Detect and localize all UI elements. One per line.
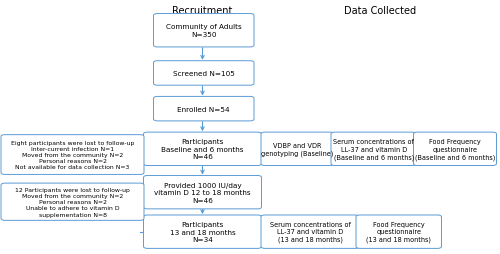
FancyBboxPatch shape: [261, 215, 359, 248]
Text: Serum concentrations of
LL-37 and vitamin D
(13 and 18 months): Serum concentrations of LL-37 and vitami…: [270, 221, 350, 243]
Text: Provided 1000 IU/day
vitamin D 12 to 18 months
N=46: Provided 1000 IU/day vitamin D 12 to 18 …: [154, 182, 251, 203]
FancyBboxPatch shape: [1, 135, 144, 175]
Text: Participants
Baseline and 6 months
N=46: Participants Baseline and 6 months N=46: [161, 139, 244, 160]
Text: Data Collected: Data Collected: [344, 6, 416, 16]
Text: Enrolled N=54: Enrolled N=54: [178, 106, 230, 112]
FancyBboxPatch shape: [261, 133, 334, 166]
Text: Serum concentrations of
LL-37 and vitamin D
(Baseline and 6 months): Serum concentrations of LL-37 and vitami…: [334, 138, 414, 160]
FancyBboxPatch shape: [1, 183, 144, 220]
FancyBboxPatch shape: [144, 133, 262, 166]
FancyBboxPatch shape: [144, 176, 262, 209]
Text: Screened N=105: Screened N=105: [173, 71, 234, 77]
Text: Community of Adults
N=350: Community of Adults N=350: [166, 24, 242, 38]
FancyBboxPatch shape: [144, 215, 262, 248]
FancyBboxPatch shape: [154, 14, 254, 48]
FancyBboxPatch shape: [414, 133, 496, 166]
FancyBboxPatch shape: [154, 97, 254, 121]
Text: 12 Participants were lost to follow-up
Moved from the community N=2
Personal rea: 12 Participants were lost to follow-up M…: [15, 187, 130, 217]
FancyBboxPatch shape: [331, 133, 416, 166]
FancyBboxPatch shape: [356, 215, 442, 248]
Text: Food Frequency
questionnaire
(Baseline and 6 months): Food Frequency questionnaire (Baseline a…: [415, 138, 495, 160]
Text: Eight participants were lost to follow-up
Inter-current infection N=1
Moved from: Eight participants were lost to follow-u…: [11, 140, 134, 170]
Text: Participants
13 and 18 months
N=34: Participants 13 and 18 months N=34: [170, 221, 235, 242]
Text: Recruitment: Recruitment: [172, 6, 233, 16]
FancyBboxPatch shape: [154, 61, 254, 86]
Text: VDBP and VDR
genotyping (Baseline): VDBP and VDR genotyping (Baseline): [262, 142, 334, 156]
Text: Food Frequency
questionnaire
(13 and 18 months): Food Frequency questionnaire (13 and 18 …: [366, 221, 431, 243]
